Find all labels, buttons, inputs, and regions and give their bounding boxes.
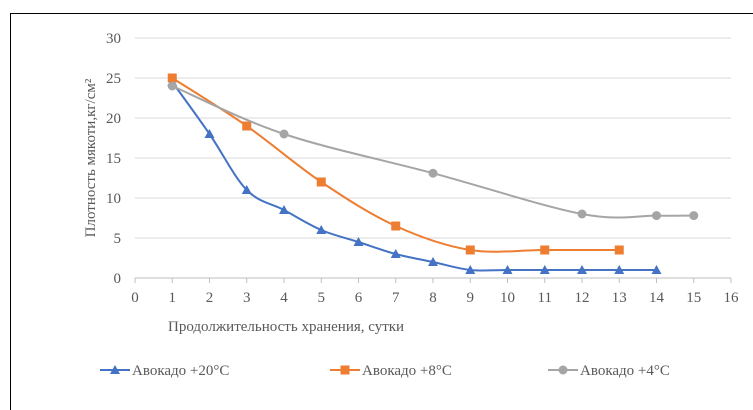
y-tick-label: 10 [106, 191, 121, 207]
legend-item: Авокадо +20°С [100, 363, 229, 379]
x-tick-label: 0 [131, 290, 139, 306]
data-point [241, 185, 252, 194]
data-point [689, 211, 699, 221]
data-point [614, 245, 624, 255]
y-axis-title: Плотность мякоти,кг/см² [83, 78, 99, 237]
legend-item: Авокадо +4°С [548, 363, 670, 379]
legend: Авокадо +20°С Авокадо +8°С Авокадо +4°С [100, 363, 670, 379]
data-point [540, 245, 550, 255]
legend-label: Авокадо +20°С [132, 363, 229, 379]
y-tick-label: 0 [114, 271, 122, 287]
axes [134, 277, 732, 283]
x-tick-labels: 0 1 2 3 4 5 6 7 8 9 10 11 12 13 14 15 16 [131, 290, 739, 306]
x-tick-label: 5 [318, 290, 326, 306]
data-point [539, 265, 550, 274]
data-point [353, 237, 364, 246]
x-tick-label: 16 [724, 290, 740, 306]
x-tick-label: 3 [243, 290, 251, 306]
legend-marker [558, 365, 568, 375]
data-point [204, 129, 215, 138]
y-tick-label: 25 [106, 71, 121, 87]
x-tick-label: 1 [169, 290, 177, 306]
data-point [502, 265, 513, 274]
y-tick-label: 15 [106, 151, 121, 167]
x-tick-label: 12 [575, 290, 590, 306]
series-1 [167, 77, 662, 274]
legend-marker [340, 365, 350, 375]
data-point [614, 265, 625, 274]
gridlines [135, 37, 731, 239]
data-point [652, 211, 661, 221]
data-point [391, 221, 401, 231]
frame-border-left [10, 13, 11, 410]
x-tick-label: 9 [467, 290, 475, 306]
data-point [465, 265, 476, 274]
x-tick-label: 4 [280, 290, 288, 306]
legend-label: Авокадо +8°С [362, 363, 452, 379]
data-point [279, 129, 289, 139]
x-axis-title: Продолжительность хранения, сутки [168, 319, 404, 335]
x-tick-label: 8 [429, 290, 437, 306]
legend-label: Авокадо +4°С [580, 363, 670, 379]
data-point [428, 168, 438, 178]
y-tick-label: 20 [106, 111, 121, 127]
x-tick-label: 10 [500, 290, 515, 306]
data-point [465, 245, 475, 255]
frame-border-top [10, 13, 753, 14]
data-point [577, 209, 587, 219]
x-tick-label: 13 [612, 290, 627, 306]
x-tick-label: 7 [392, 290, 400, 306]
data-point [279, 205, 289, 214]
data-point [316, 177, 326, 187]
x-tick-label: 14 [649, 290, 665, 306]
x-tick-label: 2 [206, 290, 214, 306]
series-3 [167, 81, 699, 221]
series-2 [167, 73, 624, 255]
data-point [428, 257, 438, 266]
y-tick-labels: 0 5 10 15 20 25 30 [106, 31, 121, 287]
x-tick-label: 15 [686, 290, 701, 306]
data-point [242, 121, 252, 131]
x-tick-label: 6 [355, 290, 363, 306]
legend-item: Авокадо +8°С [330, 363, 452, 379]
data-point [651, 265, 662, 274]
legend-marker [110, 365, 120, 374]
data-point [167, 81, 177, 91]
data-point [390, 249, 401, 258]
data-point [167, 73, 177, 83]
data-point [316, 225, 327, 234]
series-layer [167, 73, 699, 274]
series-line [171, 81, 658, 272]
y-tick-label: 30 [106, 31, 121, 47]
x-tick-label: 11 [538, 290, 552, 306]
data-point [577, 265, 587, 274]
y-tick-label: 5 [114, 231, 122, 247]
